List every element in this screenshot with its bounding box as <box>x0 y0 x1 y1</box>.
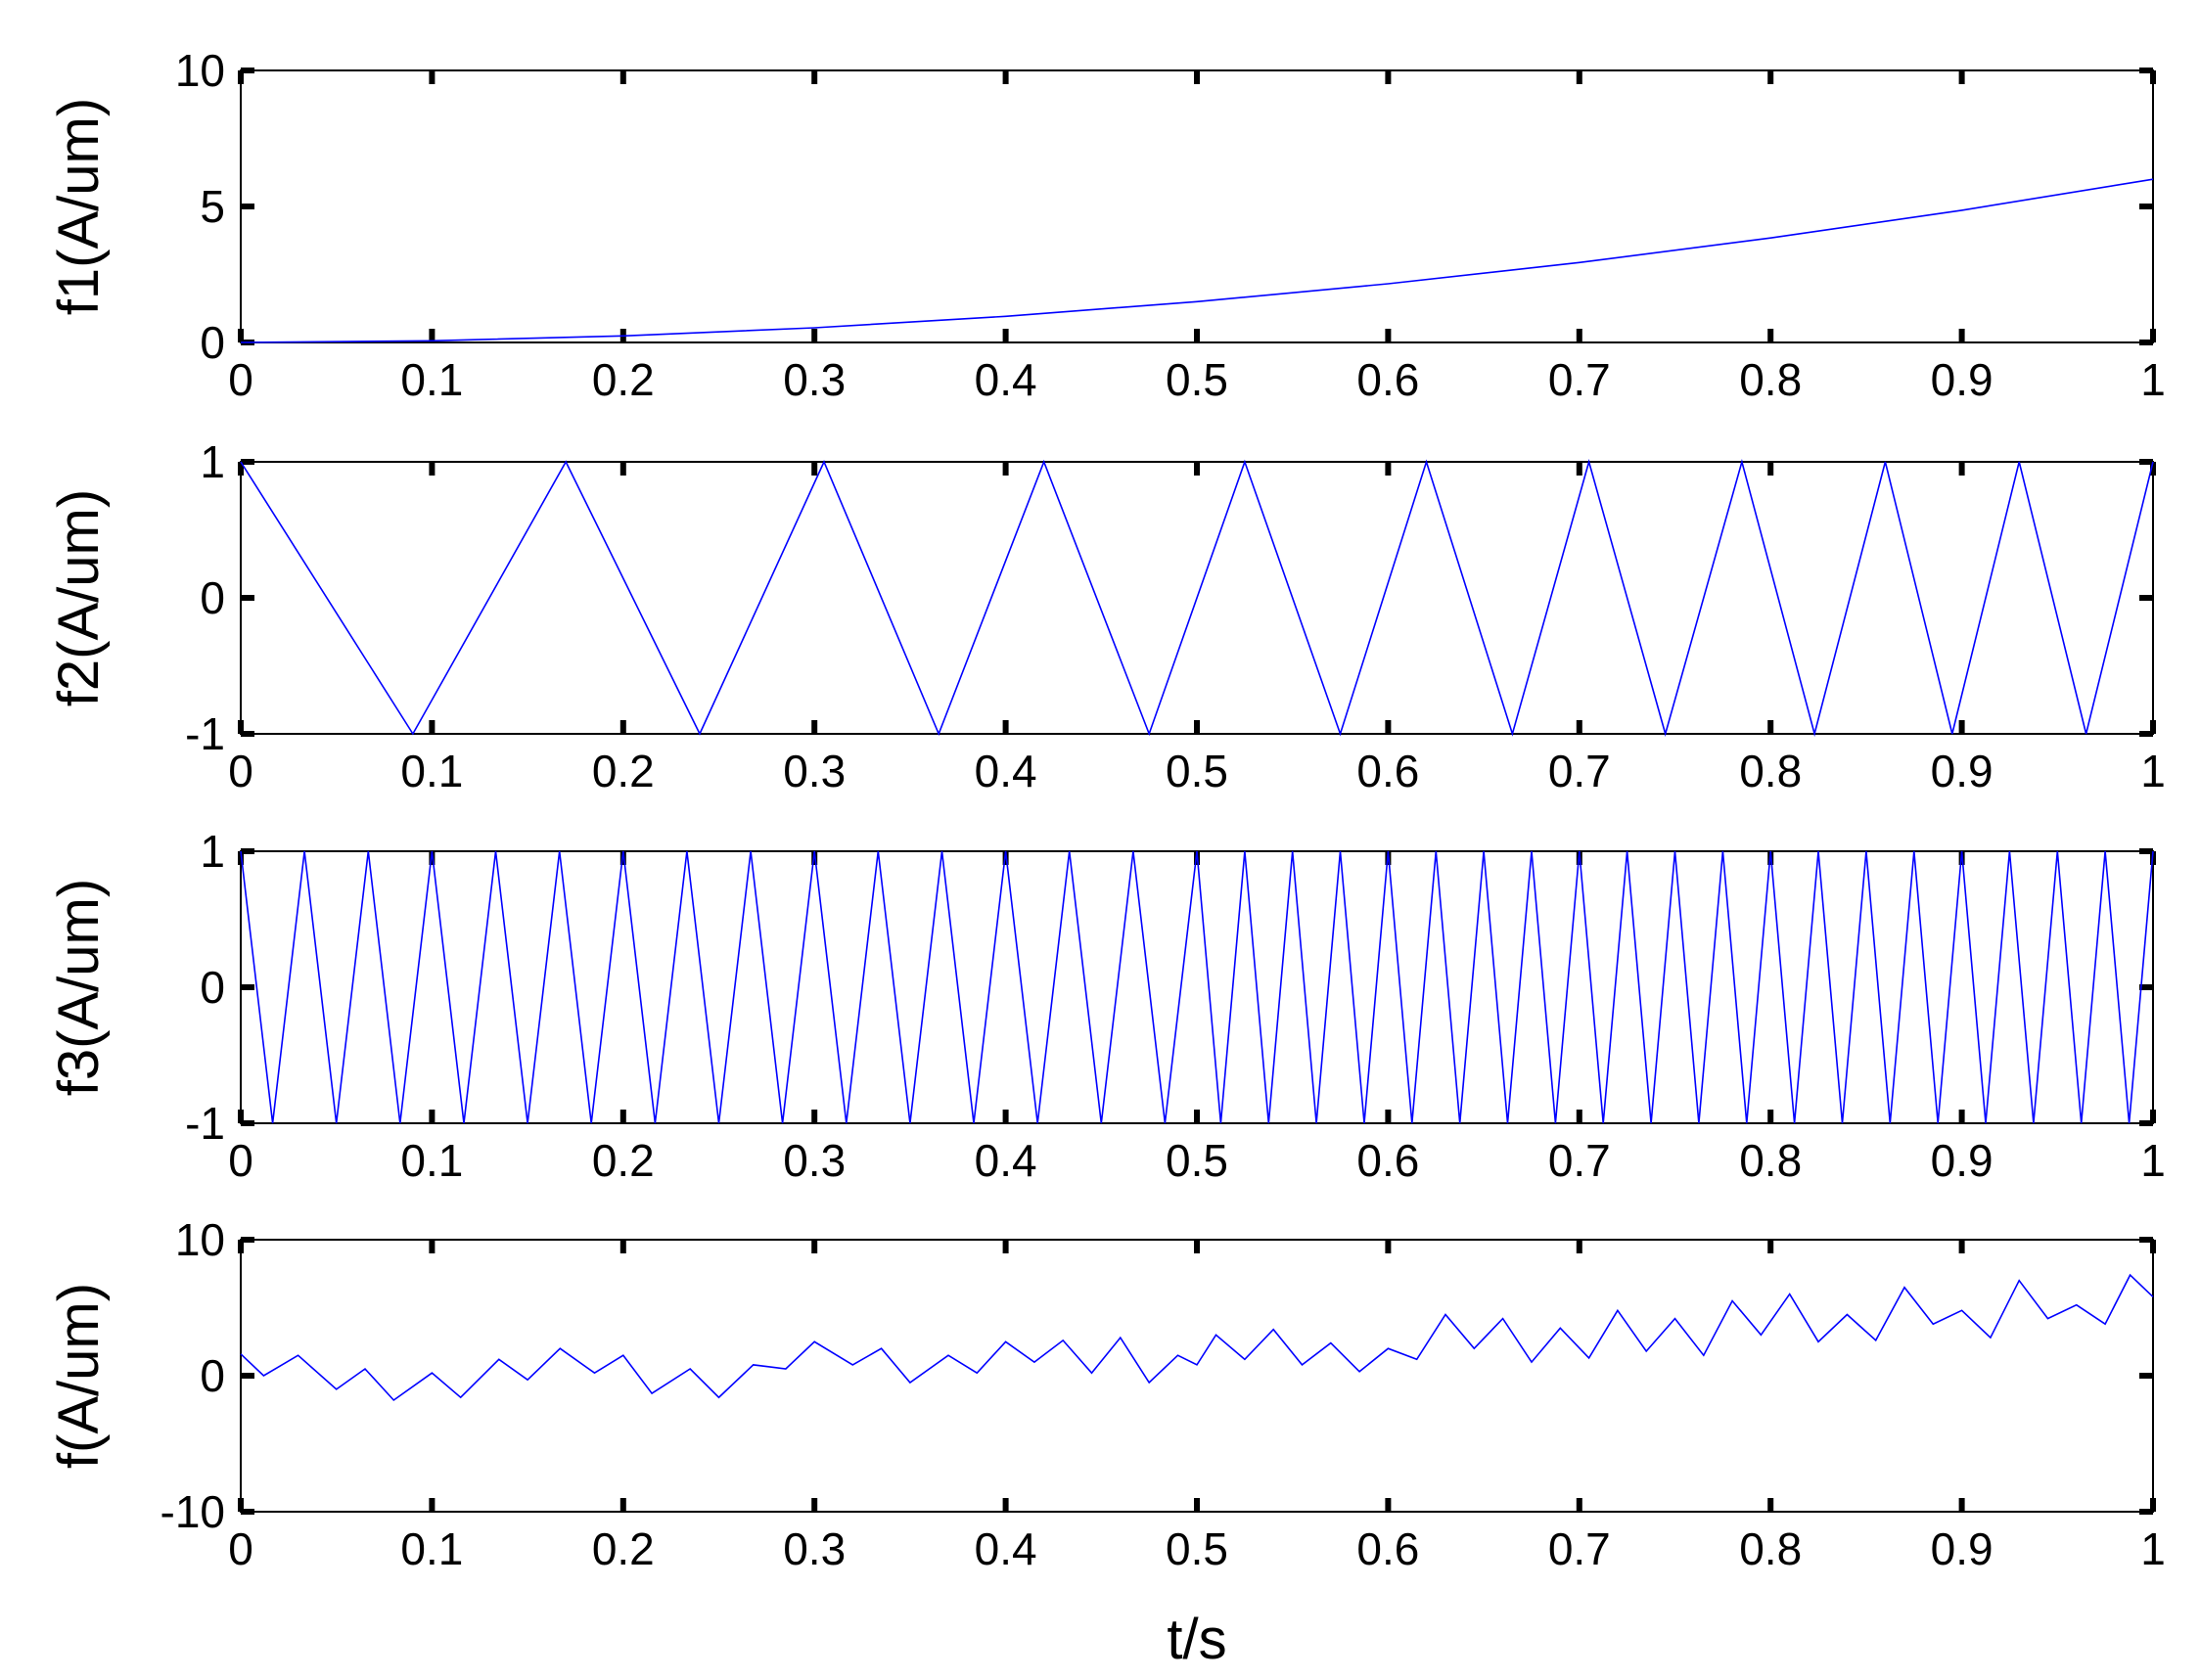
x-tick-label: 0.5 <box>1166 354 1228 405</box>
x-tick-label: 0.1 <box>400 1135 463 1186</box>
chart-panel-2: 0 0.1 0.2 0.3 0.4 0.5 0.6 0.7 0.8 0.9 110-1f2(A/um… <box>47 436 2166 796</box>
x-tick-label: 0.9 <box>1931 354 1994 405</box>
y-axis-label: f2(A/um) <box>47 489 111 706</box>
x-tick-label: 1 <box>2140 746 2166 796</box>
series-line <box>240 1273 2154 1402</box>
x-tick-label: 1 <box>2140 1523 2166 1574</box>
x-tick-label: 0.7 <box>1548 1523 1611 1574</box>
y-tick-label: -10 <box>160 1486 225 1537</box>
x-tick-label: 0 <box>228 746 253 796</box>
x-tick-label: 0.6 <box>1356 746 1419 796</box>
x-tick-label: 0.9 <box>1931 1523 1994 1574</box>
x-tick-label: 0.4 <box>975 1523 1037 1574</box>
y-tick-label: -1 <box>185 1098 225 1149</box>
x-tick-label: 0.9 <box>1931 1135 1994 1186</box>
y-tick-label: 5 <box>200 181 225 232</box>
x-tick-label: 0.3 <box>783 1523 846 1574</box>
x-tick-label: 0.6 <box>1356 354 1419 405</box>
x-tick-label: 0.8 <box>1739 746 1802 796</box>
y-tick-label: -1 <box>185 708 225 759</box>
x-tick-label: 0.7 <box>1548 354 1611 405</box>
x-tick-label: 0.1 <box>400 354 463 405</box>
x-tick-label: 0.8 <box>1739 1523 1802 1574</box>
x-tick-label: 0.8 <box>1739 354 1802 405</box>
y-tick-label: 1 <box>200 826 225 877</box>
x-tick-label: 0.5 <box>1166 746 1228 796</box>
chart-panel-1: 0 0.1 0.2 0.3 0.4 0.5 0.6 0.7 0.8 0.9 1 10 5 0 f1(A/um… <box>47 45 2166 405</box>
axes-box <box>240 1239 2154 1513</box>
y-tick-label: 0 <box>200 962 225 1013</box>
x-tick-label: 0.2 <box>592 746 655 796</box>
x-tick-label: 0.5 <box>1166 1135 1228 1186</box>
x-tick-label: 0.2 <box>592 1523 655 1574</box>
y-tick-label: 10 <box>175 45 225 96</box>
x-tick-label: 0.4 <box>975 746 1037 796</box>
x-tick-label: 0 <box>228 1135 253 1186</box>
x-tick-label: 0.6 <box>1356 1523 1419 1574</box>
y-tick-label: 0 <box>200 1350 225 1401</box>
x-tick-label: 0.3 <box>783 354 846 405</box>
x-tick-label: 0.3 <box>783 746 846 796</box>
series-line <box>240 178 2154 343</box>
y-axis-label: f(A/um) <box>47 1283 111 1469</box>
x-tick-label: 0 <box>228 354 253 405</box>
series-line <box>240 458 2154 738</box>
x-tick-label: 0.2 <box>592 354 655 405</box>
y-tick-label: 1 <box>200 436 225 487</box>
x-tick-label: 0.4 <box>975 354 1037 405</box>
series-line <box>240 850 2154 1124</box>
x-tick-label: 1 <box>2140 1135 2166 1186</box>
x-tick-label: 0.1 <box>400 1523 463 1574</box>
x-tick-label: 0.1 <box>400 746 463 796</box>
x-tick-label: 1 <box>2140 354 2166 405</box>
x-tick-label: 0.7 <box>1548 746 1611 796</box>
x-tick-label: 0.7 <box>1548 1135 1611 1186</box>
y-axis-label: f3(A/um) <box>47 879 111 1096</box>
x-tick-label: 0.9 <box>1931 746 1994 796</box>
chart-panel-4: 0 0.1 0.2 0.3 0.4 0.5 0.6 0.7 0.8 0.9 1100-10f(A/u… <box>47 1214 2166 1671</box>
y-tick-label: 0 <box>200 572 225 623</box>
x-tick-label: 0 <box>228 1523 253 1574</box>
chart-panel-3: 0 0.1 0.2 0.3 0.4 0.5 0.6 0.7 0.8 0.9 110-1f3(A/um… <box>47 826 2166 1186</box>
axes-box <box>240 850 2154 1124</box>
y-tick-label: 10 <box>175 1214 225 1265</box>
x-tick-label: 0.3 <box>783 1135 846 1186</box>
x-tick-label: 0.6 <box>1356 1135 1419 1186</box>
x-axis-label: t/s <box>1167 1608 1226 1671</box>
y-tick-label: 0 <box>200 317 225 368</box>
x-tick-label: 0.2 <box>592 1135 655 1186</box>
x-tick-label: 0.4 <box>975 1135 1037 1186</box>
x-tick-label: 0.5 <box>1166 1523 1228 1574</box>
x-tick-label: 0.8 <box>1739 1135 1802 1186</box>
y-axis-label: f1(A/um) <box>47 98 111 315</box>
